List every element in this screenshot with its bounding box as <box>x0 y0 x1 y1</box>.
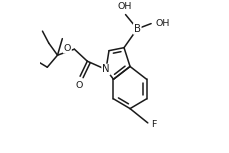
Text: OH: OH <box>155 19 169 28</box>
Text: O: O <box>63 44 71 53</box>
Text: B: B <box>133 24 140 34</box>
Text: N: N <box>102 64 109 75</box>
Text: O: O <box>75 81 82 90</box>
Text: F: F <box>150 120 155 129</box>
Text: OH: OH <box>117 2 131 11</box>
